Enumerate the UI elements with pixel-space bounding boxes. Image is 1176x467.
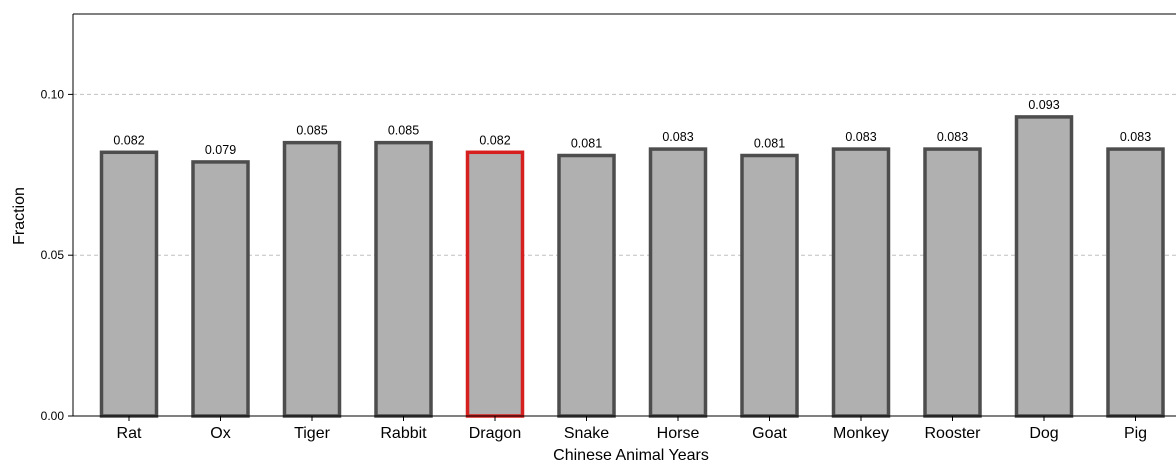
bar-rabbit bbox=[374, 140, 433, 418]
x-tick-label: Rat bbox=[117, 425, 142, 442]
x-tick-label: Rooster bbox=[924, 425, 981, 442]
bar-value-label: 0.083 bbox=[662, 130, 693, 144]
bars bbox=[99, 115, 1165, 418]
x-tick-label: Goat bbox=[752, 425, 787, 442]
x-axis-title: Chinese Animal Years bbox=[553, 447, 709, 464]
x-tick-label: Monkey bbox=[833, 425, 889, 442]
x-tick-label: Dog bbox=[1029, 425, 1058, 442]
x-tick-label: Dragon bbox=[469, 425, 521, 442]
bar-value-label: 0.082 bbox=[479, 133, 510, 147]
x-tick-label: Tiger bbox=[294, 425, 331, 442]
bar-value-label: 0.081 bbox=[571, 137, 602, 151]
bar-value-label: 0.085 bbox=[388, 124, 419, 138]
bar-value-label: 0.085 bbox=[296, 124, 327, 138]
x-tick-label: Rabbit bbox=[380, 425, 427, 442]
bar-goat bbox=[740, 153, 799, 418]
y-tick-label: 0.05 bbox=[41, 248, 65, 262]
grid-lines bbox=[73, 93, 1176, 256]
bar-value-label: 0.081 bbox=[754, 137, 785, 151]
y-axis-title: Fraction bbox=[11, 187, 28, 245]
bar-pig bbox=[1106, 147, 1165, 418]
bar-value-label: 0.083 bbox=[937, 130, 968, 144]
bar-value-label: 0.083 bbox=[1120, 130, 1151, 144]
bar-snake bbox=[557, 153, 616, 418]
labels: 0.00 0.05 0.10 0.082 Rat 0.079 Ox 0.085 Tiger 0.0… bbox=[41, 87, 1152, 442]
bar-tiger bbox=[282, 140, 342, 418]
y-tick-label: 0.10 bbox=[41, 87, 65, 101]
bar-rooster bbox=[923, 147, 982, 418]
bar-value-label: 0.083 bbox=[845, 130, 876, 144]
bar-value-label: 0.093 bbox=[1028, 98, 1059, 112]
bar-dragon bbox=[465, 150, 525, 418]
x-tick-label: Pig bbox=[1124, 425, 1147, 442]
bar-horse bbox=[648, 147, 708, 418]
bar-value-label: 0.082 bbox=[113, 133, 144, 147]
bar-ox bbox=[191, 160, 250, 418]
bar-value-label: 0.079 bbox=[205, 143, 236, 157]
bar-monkey bbox=[831, 147, 891, 418]
bar-rat bbox=[99, 150, 159, 418]
x-tick-label: Horse bbox=[657, 425, 700, 442]
axes bbox=[68, 13, 1176, 421]
x-tick-label: Ox bbox=[210, 425, 230, 442]
x-tick-label: Snake bbox=[564, 425, 609, 442]
bar-dog bbox=[1014, 115, 1074, 418]
y-tick-label: 0.00 bbox=[41, 409, 65, 423]
